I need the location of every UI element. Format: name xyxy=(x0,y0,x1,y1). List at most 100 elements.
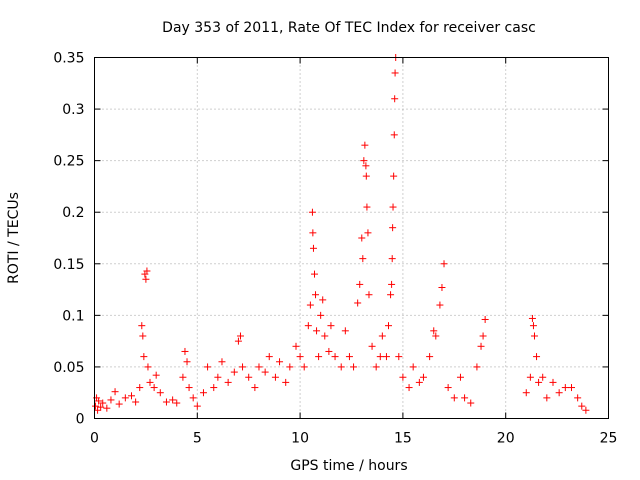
data-point xyxy=(92,402,100,410)
x-tick-label: 10 xyxy=(291,431,309,447)
data-point xyxy=(255,363,263,371)
data-point xyxy=(142,275,150,283)
y-tick-labels: 0 0.05 0.1 0.15 0.2 0.25 0.3 0.35 xyxy=(53,51,84,428)
data-point xyxy=(390,172,398,180)
data-point xyxy=(350,363,358,371)
x-tick-label: 0 xyxy=(90,431,99,447)
data-point xyxy=(405,384,413,392)
data-point xyxy=(426,353,434,361)
data-point xyxy=(271,373,279,381)
data-point xyxy=(150,384,158,392)
data-point xyxy=(99,399,107,407)
data-point xyxy=(224,378,232,386)
data-point xyxy=(218,358,226,366)
y-tick-label: 0.15 xyxy=(53,257,84,273)
data-point xyxy=(189,394,197,402)
data-point xyxy=(561,384,569,392)
data-point xyxy=(313,327,321,335)
data-point xyxy=(389,224,397,232)
data-point xyxy=(185,384,193,392)
data-point xyxy=(152,371,160,379)
y-tick-label: 0.35 xyxy=(53,51,84,67)
data-point xyxy=(376,353,384,361)
data-point xyxy=(364,229,372,237)
data-point xyxy=(251,384,259,392)
data-point xyxy=(567,384,575,392)
data-point xyxy=(143,267,151,275)
x-axis-label: GPS time / hours xyxy=(290,458,407,474)
data-point xyxy=(111,388,119,396)
grid xyxy=(94,57,609,419)
data-point xyxy=(365,291,373,299)
data-point xyxy=(245,373,253,381)
x-tick-label: 15 xyxy=(394,431,412,447)
data-point xyxy=(388,255,396,263)
data-point xyxy=(390,131,398,139)
data-point xyxy=(138,322,146,330)
data-point xyxy=(388,280,396,288)
data-point xyxy=(179,373,187,381)
y-tick-label: 0.3 xyxy=(62,102,84,118)
data-point xyxy=(461,394,469,402)
data-point xyxy=(300,363,308,371)
data-point xyxy=(467,399,475,407)
data-point xyxy=(306,301,314,309)
data-point xyxy=(372,363,380,371)
data-point xyxy=(327,322,335,330)
data-point xyxy=(103,404,111,412)
data-point xyxy=(94,406,102,414)
data-point xyxy=(359,255,367,263)
data-point xyxy=(292,342,300,350)
data-point xyxy=(362,172,370,180)
data-point xyxy=(325,347,333,355)
data-point xyxy=(341,327,349,335)
data-point xyxy=(409,363,417,371)
data-point xyxy=(173,399,181,407)
data-point xyxy=(574,394,582,402)
data-point xyxy=(543,394,551,402)
axis-ticks xyxy=(94,57,609,419)
data-point xyxy=(530,332,538,340)
x-tick-labels: 0 5 10 15 20 25 xyxy=(90,431,617,447)
data-point xyxy=(473,363,481,371)
data-point xyxy=(438,284,446,292)
x-tick-label: 20 xyxy=(497,431,515,447)
data-point xyxy=(360,157,368,165)
data-point xyxy=(183,358,191,366)
data-point xyxy=(169,396,177,404)
data-point xyxy=(265,353,273,361)
data-point xyxy=(309,244,317,252)
data-point xyxy=(286,363,294,371)
data-point xyxy=(230,368,238,376)
data-point xyxy=(156,389,164,397)
data-point xyxy=(107,396,115,404)
data-point xyxy=(210,384,218,392)
data-point xyxy=(529,322,537,330)
data-point xyxy=(535,378,543,386)
data-point xyxy=(539,373,547,381)
data-point xyxy=(261,368,269,376)
data-point xyxy=(193,402,201,410)
data-point xyxy=(308,208,316,216)
y-tick-label: 0.2 xyxy=(62,205,84,221)
data-point xyxy=(436,301,444,309)
data-point xyxy=(387,291,395,299)
chart-title: Day 353 of 2011, Rate Of TEC Index for r… xyxy=(162,20,536,36)
data-point xyxy=(450,394,458,402)
data-point xyxy=(312,291,320,299)
data-point xyxy=(337,363,345,371)
data-point xyxy=(391,95,399,103)
y-tick-label: 0.05 xyxy=(53,360,84,376)
x-tick-label: 5 xyxy=(193,431,202,447)
data-point xyxy=(479,332,487,340)
data-point xyxy=(358,234,366,242)
data-point xyxy=(97,403,105,411)
plot-frame xyxy=(94,57,609,419)
data-point xyxy=(146,378,154,386)
data-point xyxy=(181,347,189,355)
data-point xyxy=(477,342,485,350)
data-point xyxy=(139,332,147,340)
data-point xyxy=(430,327,438,335)
data-point xyxy=(204,363,212,371)
